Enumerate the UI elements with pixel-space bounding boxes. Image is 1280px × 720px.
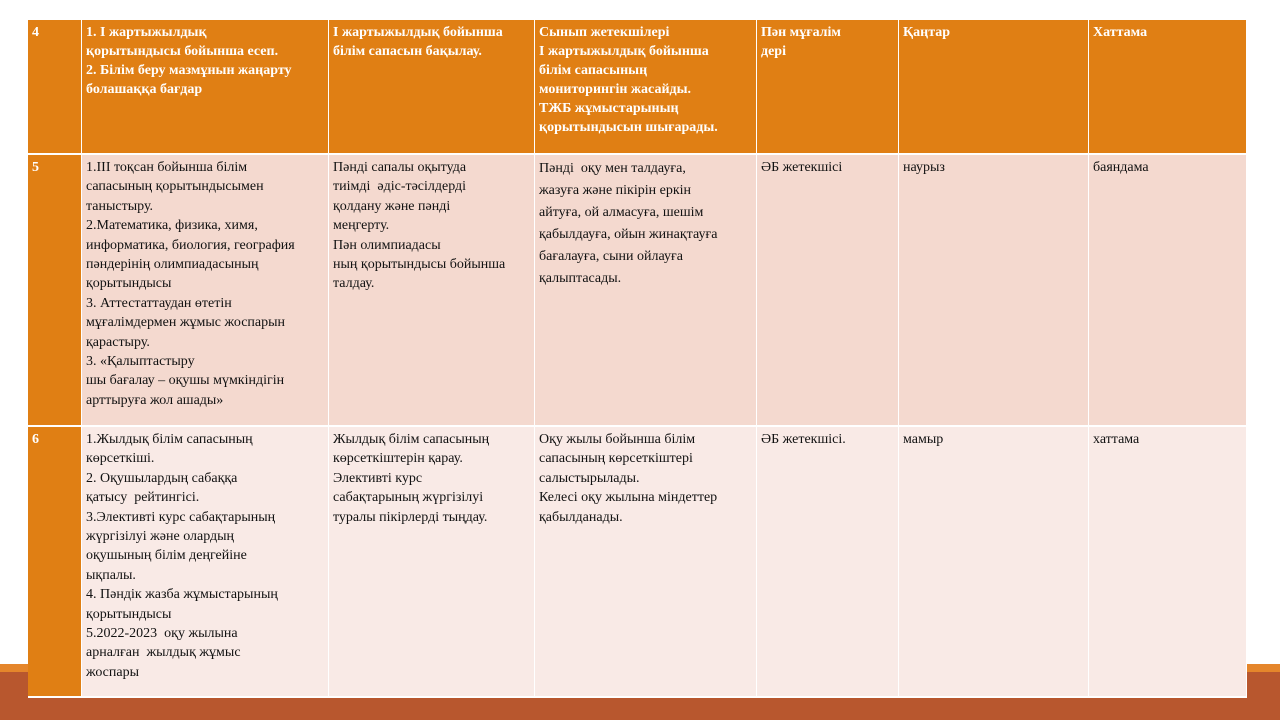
table-cell: І жартыжылдық бойынша білім сапасын бақыл… [329,20,535,155]
cell-text: 2.Математика, физика, химя, [86,218,258,234]
table-cell: ӘБ жетекшісі [757,155,899,427]
cell-text: қарастыру. [86,334,150,350]
cell-text: Элективті курс [333,470,423,486]
cell-text: шы бағалау – оқушы мүмкіндігін [86,373,285,389]
cell-text: арналған жылдық жұмыс [86,645,241,661]
cell-text: салыстырылады. [539,470,640,486]
cell-text: 2. Оқушылардың сабаққа [86,470,238,486]
cell-text: І жартыжылдық бойынша [333,25,503,40]
table-cell: Пән мұғалім дері [757,20,899,155]
cell-text: айтуға, ой алмасуға, шешім [539,205,704,220]
table-cell: баяндама [1089,155,1247,427]
cell-text: баяндама [1093,160,1149,175]
table-cell: ӘБ жетекшісі. [757,427,899,698]
cell-text: 4. Пәндік жазба жұмыстарының [86,587,278,603]
cell-text: 1.ІІІ тоқсан бойынша білім [86,160,248,175]
cell-text: Пән олимпиадасы [333,237,441,253]
cell-text: пәндерінің олимпиадасының [86,257,259,273]
cell-text: білім сапасының [539,63,648,78]
table-cell: хаттама [1089,427,1247,698]
table-cell: 1.ІІІ тоқсан бойынша білім сапасының қоры… [82,155,329,427]
cell-text: жүргізілуі және олардың [86,529,235,545]
cell-text: хаттама [1093,432,1140,447]
cell-text: ның қорытындысы бойынша [333,257,506,273]
cell-text: 3.Элективті курс сабақтарының [86,509,276,525]
cell-text: информатика, биология, география [86,237,295,253]
cell-text: қорытындысы [86,606,172,622]
cell-text: қабылданады. [539,509,623,525]
cell-text: І жартыжылдық бойынша [539,44,709,59]
cell-text: жазуға және пікірін еркін [539,183,692,198]
table-cell: Қаңтар [899,20,1089,155]
table-cell: мамыр [899,427,1089,698]
cell-text: бағалауға, сыни ойлауға [539,249,683,264]
cell-text: сабақтарының жүргізілуі [333,490,484,506]
cell-text: жоспары [86,664,139,680]
cell-text: көрсеткіштерін қарау. [333,451,463,467]
cell-text: Пәнді сапалы оқытуда [333,160,467,175]
table-cell: 6 [28,427,82,698]
table-cell: Хаттама [1089,20,1247,155]
cell-text: қабылдауға, ойын жинақтауға [539,227,718,242]
table-cell: наурыз [899,155,1089,427]
cell-text: 3. Аттестаттаудан өтетін [86,295,232,311]
cell-text: қалыптасады. [539,271,622,286]
cell-text: оқушының білім деңгейіне [86,548,247,564]
table-cell: 4 [28,20,82,155]
cell-text: ӘБ жетекшісі. [761,432,846,447]
table-cell: Оқу жылы бойынша білім сапасының көрсеткі… [535,427,757,698]
cell-text: 3. «Қалыптастыру [86,354,195,370]
cell-text: дері [761,44,786,59]
cell-text: қорытындысын шығарады. [539,120,718,135]
table-cell: 1. І жартыжылдық қорытындысы бойынша есеп… [82,20,329,155]
cell-text: Оқу жылы бойынша білім [539,432,696,447]
cell-text: наурыз [903,160,945,175]
table-cell: 5 [28,155,82,427]
cell-text: Жылдық білім сапасының [333,432,490,447]
cell-text: мониторингін жасайды. [539,82,692,97]
cell-text: арттыруға жол ашады» [86,392,224,408]
cell-text: Хаттама [1093,25,1148,40]
table: 4 1. І жартыжылдық қорытындысы бойынша есе… [28,20,1247,698]
cell-text: қолдану және пәнді [333,198,451,214]
cell-text: ықпалы. [86,567,136,583]
cell-text: ӘБ жетекшісі [761,160,843,175]
cell-text: 6 [32,432,39,447]
table-cell: Жылдық білім сапасының көрсеткіштерін қар… [329,427,535,698]
cell-text: қатысу рейтингісі. [86,490,200,506]
cell-text: Пән мұғалім [761,25,841,40]
cell-text: Пәнді оқу мен талдауға, [539,161,686,176]
cell-text: Қаңтар [903,25,951,40]
table-cell: Пәнді сапалы оқытуда тиімді әдіс-тәсілдер… [329,155,535,427]
cell-text: таныстыру. [86,198,154,214]
cell-text: сапасының көрсеткіштері [539,451,693,467]
cell-text: көрсеткіші. [86,451,155,467]
cell-text: ТЖБ жұмыстарының [539,101,679,116]
cell-text: болашаққа бағдар [86,82,203,97]
table-cell: Пәнді оқу мен талдауға, жазуға және пікір… [535,155,757,427]
cell-text: 5 [32,160,39,175]
cell-text: туралы пікірлерді тыңдау. [333,509,488,525]
cell-text: мұғалімдермен жұмыс жоспарын [86,315,286,331]
cell-text: Келесі оқу жылына міндеттер [539,490,718,506]
cell-text: сапасының қорытындысымен [86,179,264,195]
cell-text: 1. І жартыжылдық [86,25,207,40]
cell-text: 2. Білім беру мазмұнын жаңарту [86,63,292,78]
cell-text: талдау. [333,276,375,292]
cell-text: тиімді әдіс-тәсілдерді [333,179,467,195]
cell-text: қорытындысы бойынша есеп. [86,44,279,59]
table-cell: Сынып жетекшілері І жартыжылдық бойынша бі… [535,20,757,155]
cell-text: білім сапасын бақылау. [333,44,482,59]
cell-text: мамыр [903,432,944,447]
cell-text: 1.Жылдық білім сапасының [86,432,253,447]
table-cell: 1.Жылдық білім сапасының көрсеткіші. 2. Оқ… [82,427,329,698]
cell-text: 4 [32,25,39,40]
cell-text: меңгерту. [333,218,390,234]
cell-text: 5.2022-2023 оқу жылына [86,626,238,642]
cell-text: Сынып жетекшілері [539,25,670,40]
cell-text: қорытындысы [86,276,172,292]
